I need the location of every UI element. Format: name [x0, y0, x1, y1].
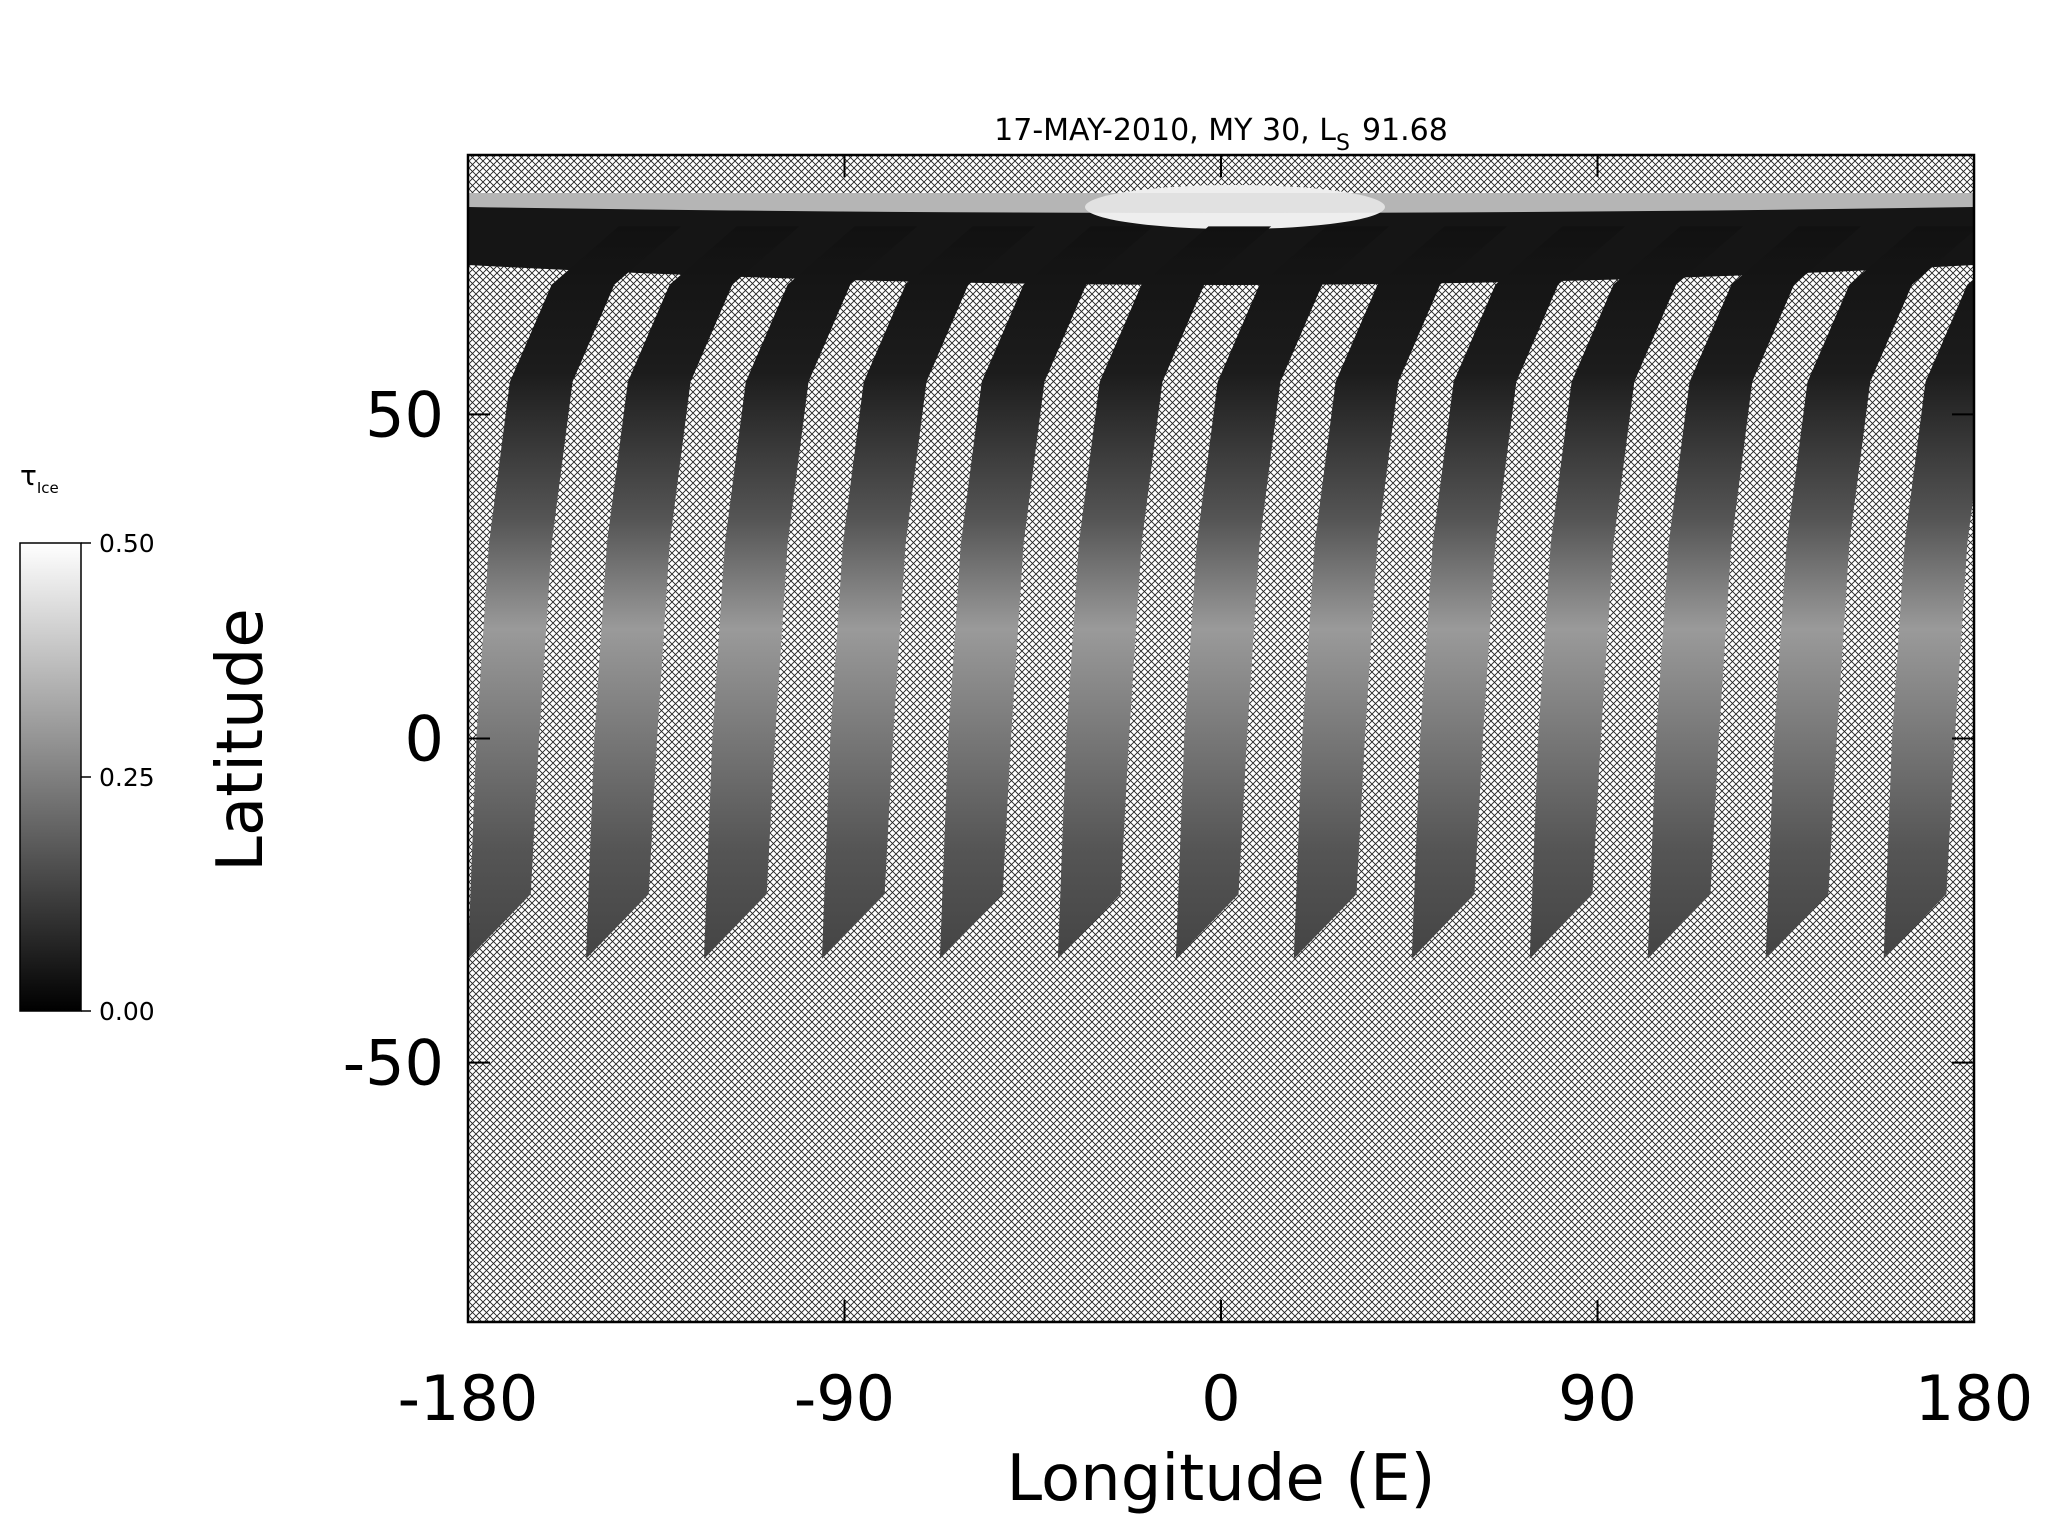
swath	[1175, 226, 1390, 959]
swath	[821, 226, 1036, 959]
swath-strip	[468, 226, 682, 959]
y-tick-label: -50	[343, 1027, 444, 1100]
x-tick-label: 180	[1915, 1362, 2033, 1435]
plot-area	[466, 153, 2048, 1324]
x-tick-label: -90	[794, 1362, 895, 1435]
swath-strip	[939, 226, 1154, 959]
swath	[1529, 226, 1744, 959]
swath	[1057, 226, 1272, 959]
swath-strip	[1411, 226, 1626, 959]
colorbar-symbol: τ	[20, 459, 37, 492]
colorbar-tick-label: 0.50	[99, 529, 155, 558]
swath-strip	[821, 226, 1036, 959]
title-tail: 91.68	[1362, 113, 1448, 148]
swath-strip	[1057, 226, 1272, 959]
polar-haze	[468, 193, 1974, 213]
swath	[939, 226, 1154, 959]
swath-strip	[703, 226, 918, 959]
swath-strip	[585, 226, 800, 959]
swath	[1883, 278, 1974, 959]
swath-strip	[1883, 278, 1974, 959]
colorbar-tick-label: 0.00	[99, 997, 155, 1026]
colorbar-label: τIce	[20, 459, 59, 497]
title-sub: S	[1336, 131, 1350, 156]
chart-title: 17-MAY-2010, MY 30, LS 91.68	[994, 113, 1448, 156]
swath	[1765, 226, 1974, 959]
swath-strip	[1647, 226, 1862, 959]
swath-strip	[1293, 226, 1508, 959]
x-axis-label: Longitude (E)	[1006, 1442, 1435, 1516]
x-tick-label: -180	[398, 1362, 539, 1435]
x-tick-label: 0	[1201, 1362, 1240, 1435]
swath	[1293, 226, 1508, 959]
swath	[468, 226, 682, 959]
colorbar	[19, 542, 82, 1012]
colorbar-tick-label: 0.25	[99, 763, 155, 792]
swath	[2002, 226, 2048, 959]
swath-strip	[1765, 226, 1974, 959]
swath	[1647, 226, 1862, 959]
swath	[1411, 226, 1626, 959]
swath	[585, 226, 800, 959]
y-axis-label: Latitude	[204, 608, 278, 871]
y-tick-label: 0	[405, 703, 444, 776]
swath	[703, 226, 918, 959]
swath-strip	[1529, 226, 1744, 959]
x-tick-label: 90	[1558, 1362, 1637, 1435]
title-main: 17-MAY-2010, MY 30, L	[994, 113, 1336, 148]
colorbar-sub: Ice	[37, 479, 59, 497]
swath-strip	[1175, 226, 1390, 959]
y-tick-label: 50	[365, 378, 444, 451]
swath-strip	[2002, 226, 2048, 959]
